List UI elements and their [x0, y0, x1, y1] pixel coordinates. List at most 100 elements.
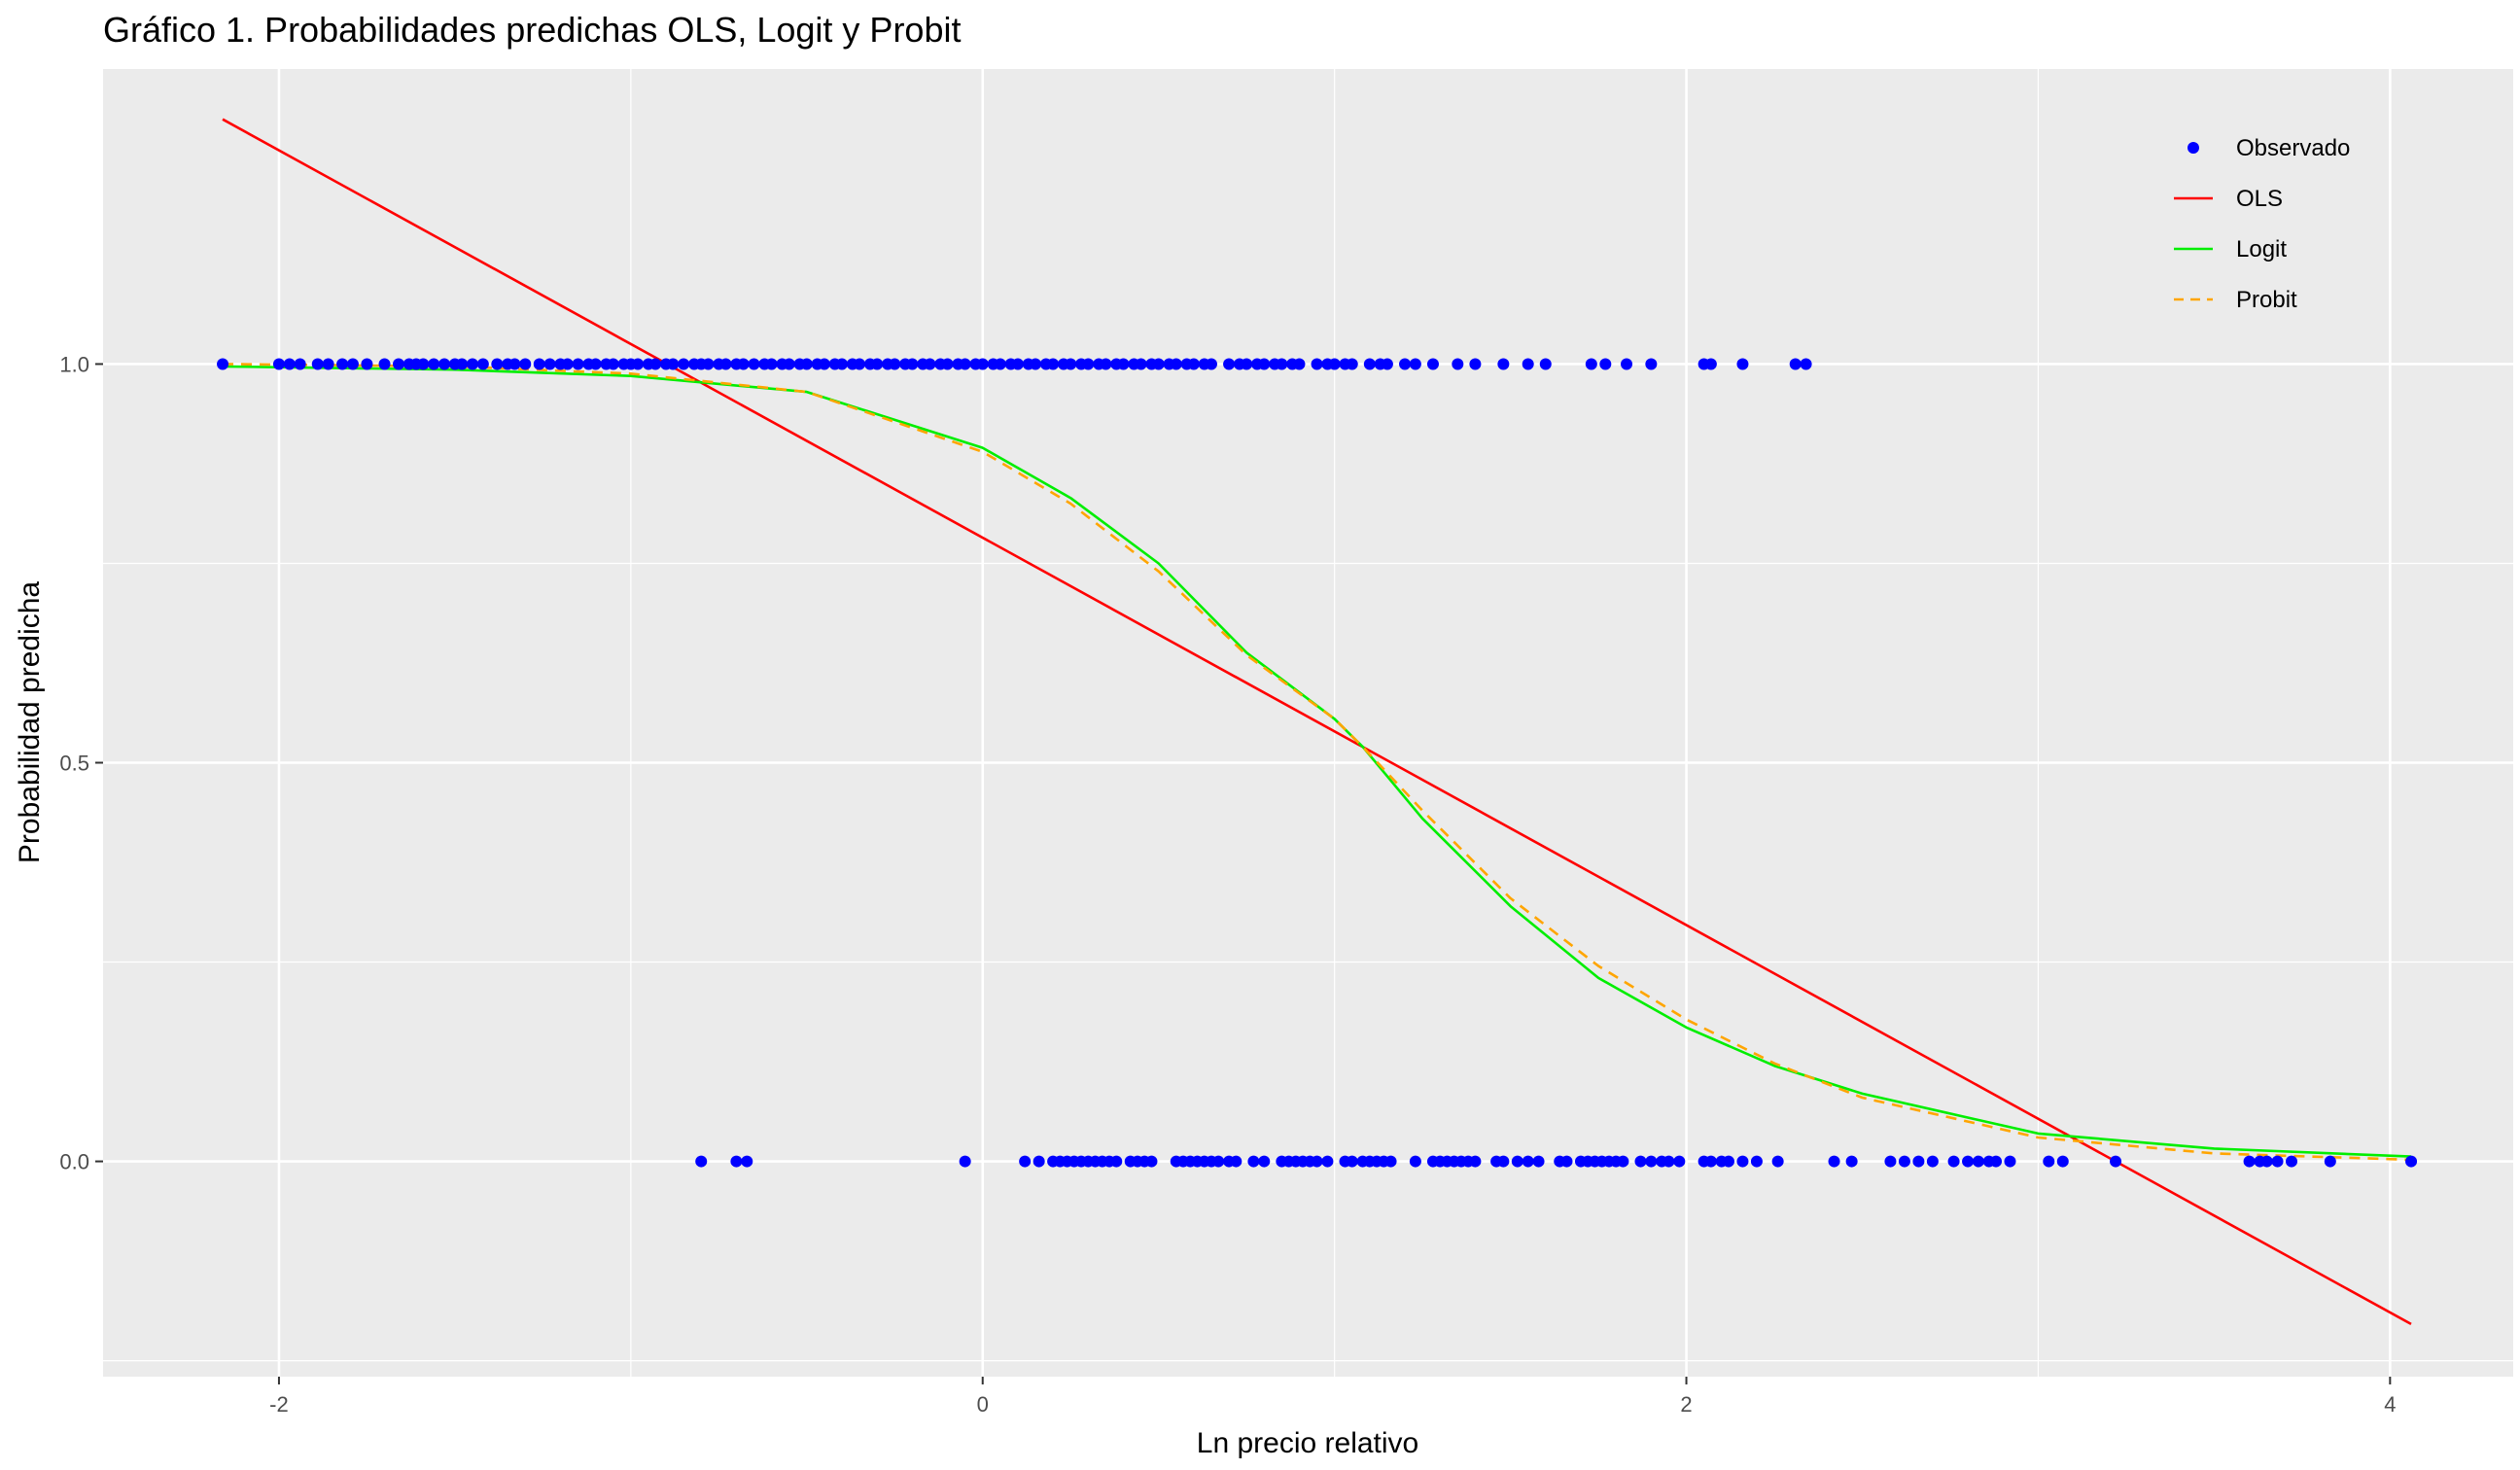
observed-point: [491, 358, 504, 370]
observed-point: [1452, 358, 1464, 370]
observed-point: [1032, 1155, 1045, 1168]
observed-point: [543, 358, 556, 370]
observed-point: [322, 358, 334, 370]
observed-point: [924, 358, 936, 370]
observed-point: [2043, 1155, 2055, 1168]
observed-point: [1469, 1155, 1482, 1168]
x-tick-label: 0: [977, 1392, 989, 1417]
observed-point: [1532, 1155, 1545, 1168]
observed-point: [1258, 358, 1271, 370]
observed-point: [1884, 1155, 1897, 1168]
observed-point: [1346, 358, 1358, 370]
observed-point: [1947, 1155, 1960, 1168]
observed-point: [1187, 358, 1200, 370]
observed-point: [994, 358, 1006, 370]
observed-point: [533, 358, 545, 370]
x-tick-label: -2: [269, 1392, 289, 1417]
observed-point: [1100, 358, 1112, 370]
observed-point: [283, 358, 296, 370]
observed-point: [1426, 358, 1439, 370]
observed-point: [607, 358, 619, 370]
observed-point: [1110, 1155, 1123, 1168]
legend-label-observado: Observado: [2236, 135, 2350, 161]
observed-point: [1736, 1155, 1749, 1168]
observed-point: [361, 358, 373, 370]
axis-ticks: -2 0 2 4 0.0 0.5 1.0: [59, 352, 2396, 1417]
observed-point: [748, 358, 760, 370]
observed-point: [1311, 358, 1323, 370]
observed-point: [741, 1155, 753, 1168]
observed-point: [695, 1155, 708, 1168]
observed-point: [1828, 1155, 1840, 1168]
observed-point: [1384, 1155, 1397, 1168]
observed-point: [800, 358, 813, 370]
observed-point: [959, 1155, 971, 1168]
observed-point: [2324, 1155, 2336, 1168]
observed-point: [1321, 1155, 1334, 1168]
observed-point: [589, 358, 602, 370]
observed-point: [1409, 1155, 1421, 1168]
x-axis-title: Ln precio relativo: [1197, 1427, 1418, 1459]
observed-point: [1241, 358, 1253, 370]
observed-point: [1617, 1155, 1629, 1168]
observed-point: [1750, 1155, 1763, 1168]
observed-point: [1789, 358, 1802, 370]
observed-point: [1522, 358, 1534, 370]
observed-point: [835, 358, 848, 370]
observed-point: [2260, 1155, 2273, 1168]
observed-point: [1722, 1155, 1734, 1168]
observed-point: [737, 358, 750, 370]
observed-point: [1800, 358, 1812, 370]
series-line-logit: [222, 365, 2412, 1158]
observed-point: [2286, 1155, 2298, 1168]
observed-point: [1926, 1155, 1939, 1168]
observed-point: [1409, 358, 1421, 370]
observed-point: [2004, 1155, 2016, 1168]
y-axis-title: Probabilidad predicha: [14, 581, 46, 864]
x-tick-label: 2: [1680, 1392, 1692, 1417]
observed-point: [783, 358, 795, 370]
observed-point: [871, 358, 884, 370]
observed-point: [2110, 1155, 2122, 1168]
observed-point: [217, 358, 229, 370]
observed-point: [1497, 358, 1510, 370]
observed-point: [428, 358, 440, 370]
observed-point: [1019, 1155, 1032, 1168]
observed-point: [906, 358, 919, 370]
y-tick-label: 0.5: [59, 752, 89, 776]
observed-point: [1621, 358, 1633, 370]
observed-point: [1346, 1155, 1358, 1168]
observed-point: [272, 358, 285, 370]
observed-point: [1223, 358, 1236, 370]
observed-point: [417, 358, 430, 370]
observed-point: [1585, 358, 1597, 370]
observed-point: [719, 358, 732, 370]
observed-point: [1135, 358, 1147, 370]
observed-point: [1082, 358, 1095, 370]
observed-point: [2056, 1155, 2069, 1168]
observed-point: [1311, 1155, 1323, 1168]
observed-points: [217, 358, 2418, 1168]
observed-point: [1047, 358, 1060, 370]
observed-point: [1030, 358, 1042, 370]
observed-point: [1662, 1155, 1675, 1168]
observed-point: [519, 358, 532, 370]
chart-title: Gráfico 1. Probabilidades predichas OLS,…: [103, 10, 962, 50]
x-tick-label: 4: [2384, 1392, 2396, 1417]
observed-point: [1117, 358, 1130, 370]
observed-point: [1497, 1155, 1510, 1168]
observed-point: [1704, 358, 1717, 370]
observed-point: [294, 358, 306, 370]
observed-point: [1845, 1155, 1858, 1168]
observed-point: [959, 358, 971, 370]
observed-point: [1645, 1155, 1658, 1168]
observed-point: [1645, 358, 1658, 370]
observed-point: [1381, 358, 1393, 370]
observed-point: [1247, 1155, 1260, 1168]
observed-point: [1673, 1155, 1686, 1168]
observed-point: [1736, 358, 1749, 370]
observed-point: [336, 358, 349, 370]
series-layer: [222, 118, 2412, 1326]
observed-point: [1990, 1155, 2003, 1168]
series-line-ols: [222, 118, 2412, 1326]
